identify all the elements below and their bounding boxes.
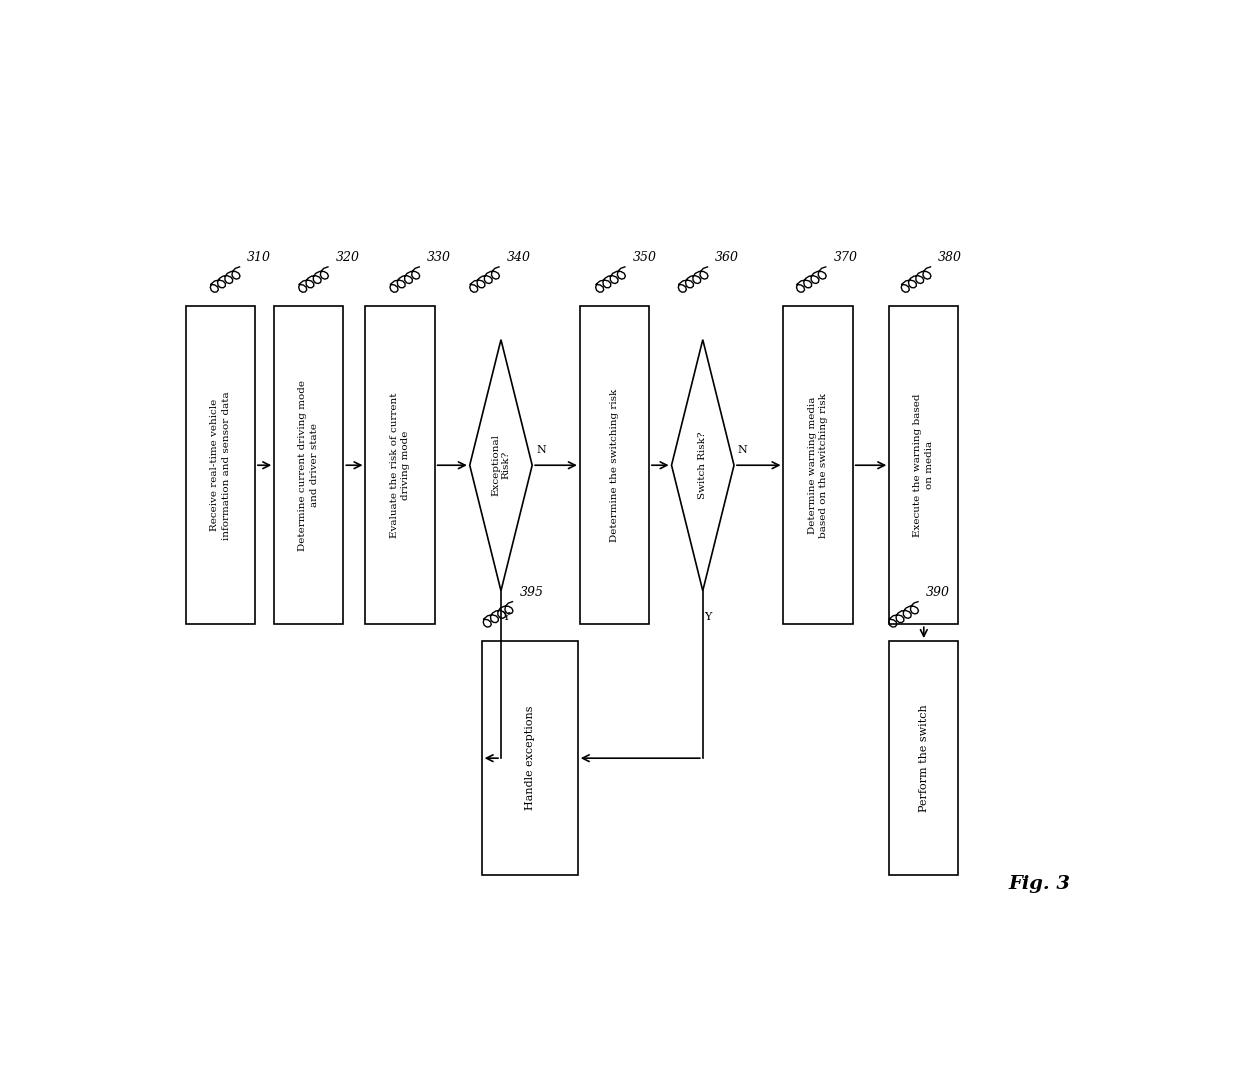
Text: Y: Y [502, 612, 510, 622]
Text: 395: 395 [521, 586, 544, 599]
Text: 330: 330 [427, 251, 451, 264]
Text: Handle exceptions: Handle exceptions [525, 705, 534, 811]
Text: 360: 360 [715, 251, 739, 264]
Text: Fig. 3: Fig. 3 [1008, 875, 1070, 892]
Text: 310: 310 [247, 251, 272, 264]
Text: Evaluate the risk of current
driving mode: Evaluate the risk of current driving mod… [389, 392, 410, 538]
Text: Execute the warning based
on media: Execute the warning based on media [914, 393, 934, 537]
Text: 370: 370 [833, 251, 858, 264]
Bar [580, 307, 649, 624]
Text: Exceptional
Risk?: Exceptional Risk? [491, 434, 511, 497]
Bar [889, 641, 959, 875]
Bar [784, 307, 853, 624]
Text: 340: 340 [507, 251, 531, 264]
Polygon shape [470, 339, 532, 591]
Text: Determine current driving mode
and driver state: Determine current driving mode and drive… [299, 379, 319, 551]
Text: Determine the switching risk: Determine the switching risk [610, 389, 619, 541]
Text: N: N [536, 446, 546, 455]
Bar [366, 307, 435, 624]
Text: Determine warning media
based on the switching risk: Determine warning media based on the swi… [807, 392, 828, 538]
Text: N: N [738, 446, 748, 455]
Bar [889, 307, 959, 624]
Text: Y: Y [704, 612, 712, 622]
Text: Receive real-time vehicle
information and sensor data: Receive real-time vehicle information an… [210, 391, 231, 539]
Bar [186, 307, 255, 624]
Text: 350: 350 [632, 251, 657, 264]
Polygon shape [672, 339, 734, 591]
Text: 390: 390 [926, 586, 950, 599]
Text: Switch Risk?: Switch Risk? [698, 432, 707, 499]
Text: 380: 380 [939, 251, 962, 264]
Bar [481, 641, 578, 875]
Bar [274, 307, 343, 624]
Text: Perform the switch: Perform the switch [919, 704, 929, 812]
Text: 320: 320 [336, 251, 360, 264]
